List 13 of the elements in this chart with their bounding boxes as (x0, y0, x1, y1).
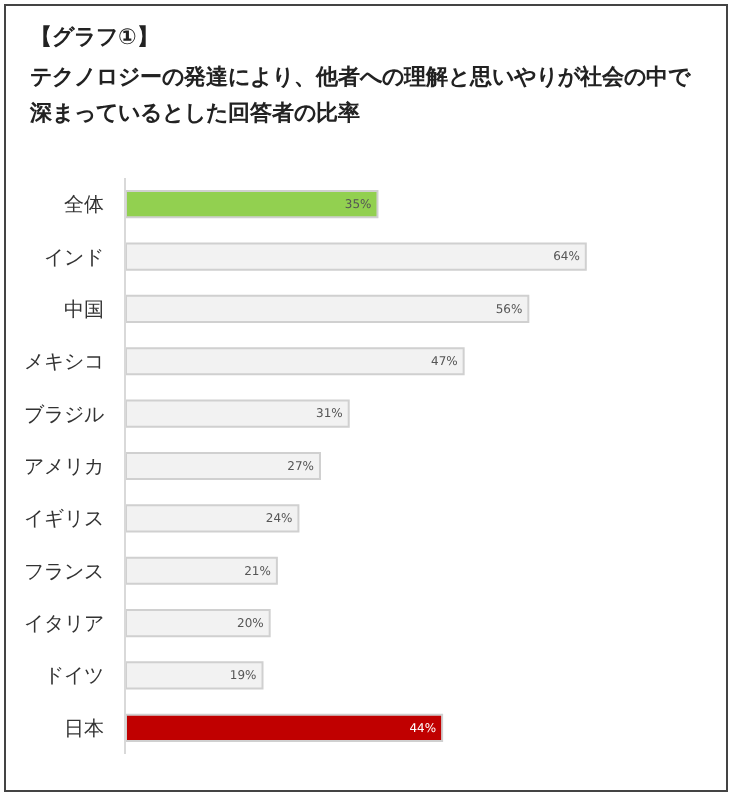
y-tick-label: フランス (24, 562, 104, 585)
chart-title: 【グラフ①】 (30, 22, 161, 52)
y-tick-label: ブラジル (24, 403, 104, 428)
y-tick-label: 全体 (64, 193, 104, 218)
y-tick-label: ドイツ (44, 666, 104, 689)
chart-subtitle: テクノロジーの発達により、他者への理解と思いやりが社会の中で深まっているとした回答者の比率 (30, 62, 693, 130)
y-tick-label: 中国 (64, 298, 104, 323)
y-tick-label: イタリア (24, 614, 104, 637)
y-tick-label: 日本 (64, 717, 104, 742)
y-tick-label: イギリス (24, 507, 104, 532)
y-tick-label: メキシコ (24, 352, 104, 375)
y-tick-label: インド (44, 247, 104, 270)
y-tick-label: アメリカ (24, 457, 104, 480)
